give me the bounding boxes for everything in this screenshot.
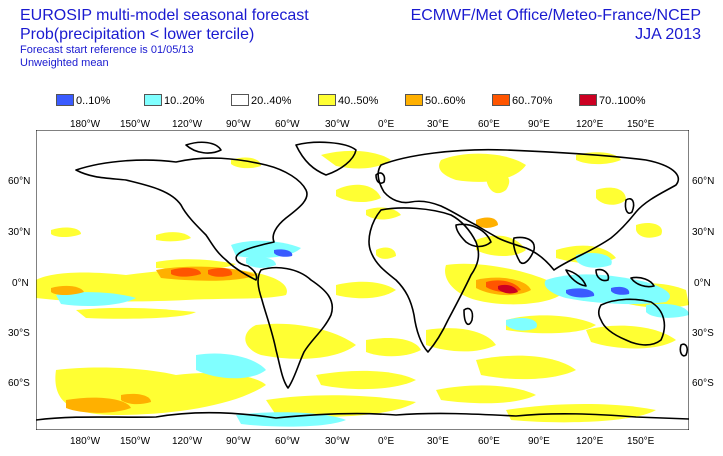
forecast-start-reference: Forecast start reference is 01/05/13	[20, 44, 194, 56]
lat-label-right: 0°N	[694, 278, 711, 289]
legend-swatch	[144, 94, 162, 106]
legend-label: 10..20%	[164, 95, 205, 107]
forecast-season: JJA 2013	[635, 26, 701, 43]
lat-label-left: 30°N	[8, 227, 31, 238]
coastlines	[36, 141, 689, 421]
prob-70-100-patches	[498, 284, 518, 294]
lat-label-left: 0°N	[12, 278, 29, 289]
lon-label-bottom: 60°E	[478, 436, 500, 447]
greenland-coast	[295, 141, 357, 176]
probability-shading	[36, 150, 689, 427]
lon-label-top: 120°W	[172, 119, 203, 130]
lon-label-bottom: 60°W	[275, 436, 300, 447]
lon-label-top: 30°W	[325, 119, 350, 130]
lat-label-left: 30°S	[8, 328, 30, 339]
lat-label-right: 60°S	[692, 378, 714, 389]
forecast-centres: ECMWF/Met Office/Meteo-France/NCEP	[410, 7, 701, 24]
map-subtitle: Prob(precipitation < lower tercile)	[20, 26, 255, 43]
eurasia-coast	[377, 148, 680, 271]
legend-item: 20..40%	[231, 94, 291, 108]
prob-0-10-patches	[274, 249, 630, 298]
legend-item: 40..50%	[318, 94, 378, 108]
legend-swatch	[318, 94, 336, 106]
prob-50-60-patches	[51, 217, 531, 413]
south-america-coast	[257, 266, 333, 389]
lon-label-bottom: 120°E	[576, 436, 604, 447]
lat-label-left: 60°N	[8, 176, 31, 187]
lon-label-top: 30°E	[427, 119, 449, 130]
lat-label-right: 30°S	[692, 328, 714, 339]
legend-label: 60..70%	[512, 95, 553, 107]
legend-swatch	[405, 94, 423, 106]
british-isles-coast	[375, 172, 386, 184]
legend-item: 60..70%	[492, 94, 552, 108]
india-coast	[512, 236, 536, 265]
legend-swatch	[56, 94, 74, 106]
new-zealand-coast	[679, 343, 688, 357]
lon-label-bottom: 180°W	[70, 436, 101, 447]
lon-label-bottom: 90°E	[528, 436, 550, 447]
legend-label: 0..10%	[76, 95, 111, 107]
legend-item: 70..100%	[579, 94, 645, 108]
north-america-coast	[75, 157, 308, 281]
japan-coast	[624, 197, 635, 215]
legend-label: 70..100%	[599, 95, 646, 107]
title-block-left: EUROSIP multi-model seasonal forecast Pr…	[20, 6, 309, 70]
lat-label-left: 60°S	[8, 378, 30, 389]
legend-label: 50..60%	[425, 95, 466, 107]
lon-label-top: 180°W	[70, 119, 101, 130]
legend-item: 0..10%	[56, 94, 110, 108]
lon-label-bottom: 30°E	[427, 436, 449, 447]
legend-swatch	[231, 94, 249, 106]
lon-label-top: 0°E	[378, 119, 395, 130]
lon-label-bottom: 0°E	[378, 436, 395, 447]
arabia-coast	[455, 223, 492, 248]
lon-label-bottom: 150°E	[627, 436, 655, 447]
world-map	[36, 130, 689, 430]
lon-label-top: 60°E	[478, 119, 500, 130]
new-guinea-coast	[630, 276, 655, 288]
legend-label: 40..50%	[338, 95, 379, 107]
lon-label-bottom: 90°W	[226, 436, 251, 447]
lon-label-top: 150°E	[627, 119, 655, 130]
map-title: EUROSIP multi-model seasonal forecast	[20, 7, 309, 24]
legend-item: 10..20%	[144, 94, 204, 108]
antarctica-coast	[36, 411, 689, 421]
legend-swatch	[579, 94, 597, 106]
arctic-islands-coast	[185, 141, 222, 154]
borneo-coast	[595, 268, 610, 282]
mean-type: Unweighted mean	[20, 57, 109, 69]
lon-label-top: 60°W	[275, 119, 300, 130]
sumatra-coast	[565, 269, 587, 287]
lon-label-bottom: 150°W	[120, 436, 151, 447]
lat-label-right: 60°N	[692, 176, 715, 187]
legend-item: 50..60%	[405, 94, 465, 108]
lat-label-right: 30°N	[692, 227, 715, 238]
lon-label-top: 150°W	[120, 119, 151, 130]
madagascar-coast	[463, 307, 474, 326]
lon-label-top: 120°E	[576, 119, 604, 130]
lon-label-top: 90°E	[528, 119, 550, 130]
australia-coast	[597, 298, 666, 346]
lon-label-bottom: 30°W	[325, 436, 350, 447]
title-block-right: ECMWF/Met Office/Meteo-France/NCEP JJA 2…	[411, 6, 701, 44]
legend-label: 20..40%	[251, 95, 292, 107]
legend-swatch	[492, 94, 510, 106]
lon-label-top: 90°W	[226, 119, 251, 130]
lon-label-bottom: 120°W	[172, 436, 203, 447]
